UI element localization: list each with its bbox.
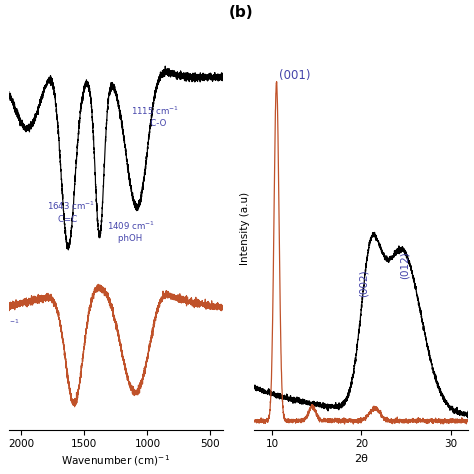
Text: (001): (001) bbox=[279, 69, 310, 82]
Text: 1409 cm$^{-1}$
    phOH: 1409 cm$^{-1}$ phOH bbox=[107, 219, 155, 243]
Y-axis label: Intensity (a.u): Intensity (a.u) bbox=[240, 192, 250, 265]
Text: 1115 cm$^{-1}$
       C-O: 1115 cm$^{-1}$ C-O bbox=[131, 104, 179, 128]
Text: (b): (b) bbox=[228, 5, 253, 20]
X-axis label: 2θ: 2θ bbox=[355, 454, 368, 464]
Text: (002): (002) bbox=[359, 269, 369, 297]
Text: 1643 cm$^{-1}$
    C=C: 1643 cm$^{-1}$ C=C bbox=[46, 200, 95, 224]
Text: $^{-1}$: $^{-1}$ bbox=[9, 318, 20, 327]
X-axis label: Wavenumber (cm)$^{-1}$: Wavenumber (cm)$^{-1}$ bbox=[62, 454, 171, 468]
Text: (012): (012) bbox=[400, 251, 410, 279]
